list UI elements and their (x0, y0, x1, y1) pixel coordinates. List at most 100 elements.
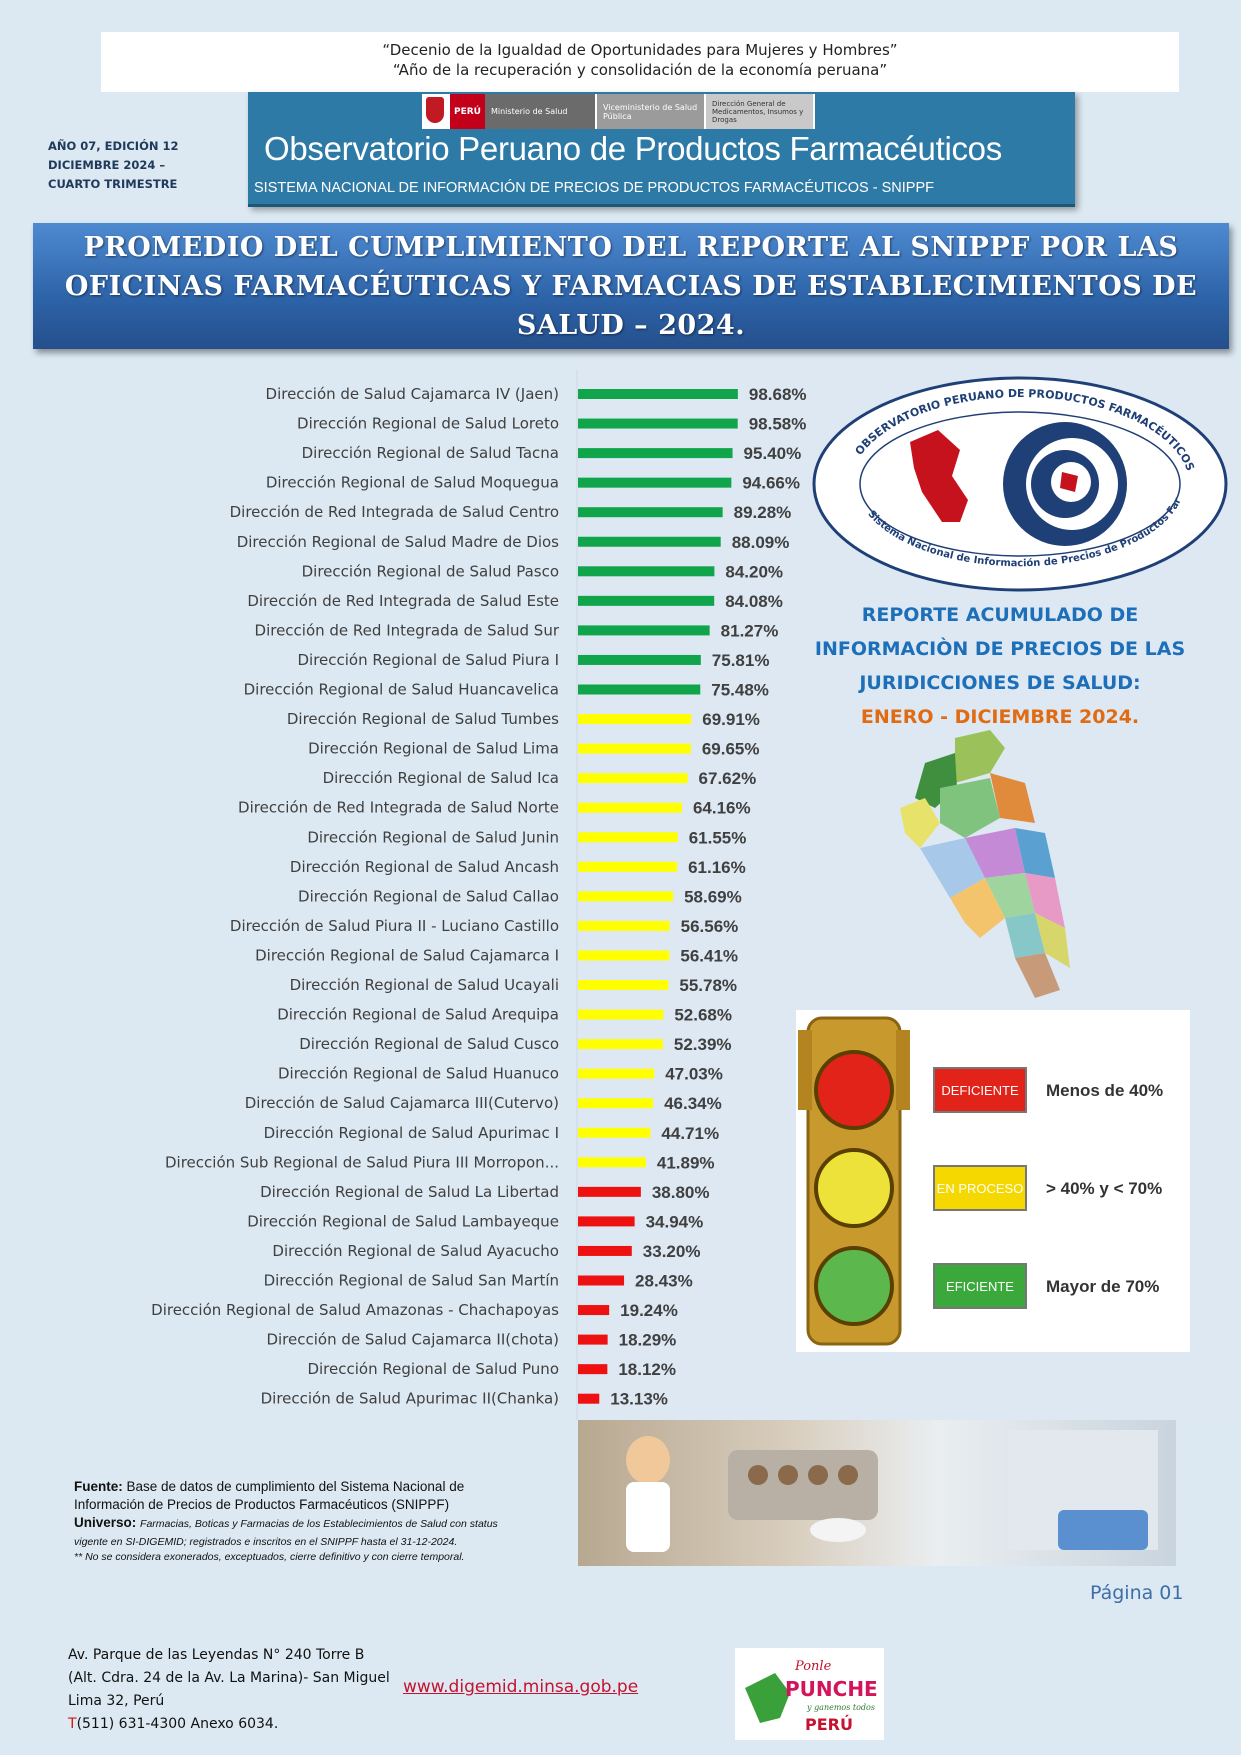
edition-line-2: DICIEMBRE 2024 – (48, 158, 166, 172)
pharmacist-cartoon-icon (626, 1436, 670, 1484)
category-label: Dirección Regional de Salud Piura I (297, 651, 559, 669)
category-label: Dirección de Red Integrada de Salud Cent… (230, 503, 559, 521)
green-light-icon (814, 1246, 894, 1326)
value-label: 41.89% (657, 1153, 715, 1172)
bar (578, 950, 670, 961)
punche-word-2: PUNCHE (785, 1677, 878, 1701)
category-label: Dirección Regional de Salud Huanuco (278, 1065, 559, 1083)
value-label: 56.56% (681, 917, 739, 936)
coat-of-arms-icon (422, 94, 450, 129)
punche-word-1: Ponle (794, 1659, 832, 1674)
universo-block: Universo: Farmacias, Boticas y Farmacias… (74, 1514, 534, 1550)
bar (578, 1127, 651, 1138)
bar (578, 1275, 625, 1286)
value-label: 38.80% (652, 1183, 710, 1202)
report-line-3: JURIDICCIONES DE SALUD: (859, 672, 1141, 694)
category-label: Dirección de Salud Cajamarca II(chota) (266, 1331, 559, 1349)
universo-text: Farmacias, Boticas y Farmacias de los Es… (74, 1518, 498, 1548)
value-label: 52.39% (674, 1035, 732, 1054)
edition-line-1: AÑO 07, EDICIÓN 12 (48, 139, 179, 153)
red-light-icon (814, 1050, 894, 1130)
peru-regions-map (900, 730, 1070, 998)
bar (578, 743, 691, 754)
category-label: Dirección de Salud Piura II - Luciano Ca… (230, 917, 559, 935)
value-label: 67.62% (699, 769, 757, 788)
sources-note: Fuente: Base de datos de cumplimiento de… (74, 1478, 534, 1565)
value-label: 13.13% (610, 1390, 668, 1409)
category-label: Dirección Regional de Salud Tacna (302, 444, 559, 462)
report-date: ENERO - DICIEMBRE 2024. (860, 706, 1140, 728)
legend-tag-box (933, 1263, 1027, 1309)
legend-tag-label: EFICIENTE (946, 1279, 1014, 1294)
peru-label: PERÚ (450, 94, 485, 129)
legend-items: DEFICIENTE Menos de 40% EN PROCESO > 40% y … (933, 1067, 1163, 1309)
category-label: Dirección Regional de Salud Ucayali (290, 976, 559, 994)
website-link[interactable]: www.digemid.minsa.gob.pe (403, 1677, 639, 1697)
bar (578, 1216, 635, 1227)
value-label: 75.48% (711, 681, 769, 700)
bar (578, 566, 715, 577)
traffic-light-legend: DEFICIENTE Menos de 40% EN PROCESO > 40% y … (796, 1010, 1190, 1352)
category-label: Dirección Sub Regional de Salud Piura II… (165, 1153, 559, 1171)
main-title: PROMEDIO DEL CUMPLIMIENTO DEL REPORTE AL… (33, 223, 1229, 349)
bar (578, 1364, 608, 1375)
viceministerio-label: Viceministerio de Salud Pública (596, 94, 706, 129)
category-label: Dirección Regional de Salud Lambayeque (247, 1212, 559, 1230)
category-label: Dirección de Red Integrada de Salud Sur (255, 621, 560, 639)
value-label: 28.43% (635, 1272, 693, 1291)
header-line-2: “Año de la recuperación y consolidación … (392, 61, 888, 79)
value-label: 61.16% (688, 858, 746, 877)
value-label: 84.20% (725, 562, 783, 581)
punche-word-4: PERÚ (805, 1715, 853, 1734)
address-line-1: Av. Parque de las Leyendas N° 240 Torre … (68, 1647, 365, 1663)
value-label: 56.41% (680, 946, 738, 965)
value-label: 81.27% (721, 621, 779, 640)
universo-label: Universo: (74, 1515, 137, 1530)
category-label: Dirección Regional de Salud Puno (307, 1360, 559, 1378)
category-label: Dirección de Salud Apurimac II(Chanka) (261, 1390, 559, 1408)
ministry-logos: PERÚ Ministerio de Salud Viceministerio … (422, 94, 815, 129)
report-line-1: REPORTE ACUMULADO DE (861, 604, 1139, 626)
pill-4 (838, 1465, 858, 1485)
bar (578, 684, 701, 695)
category-label: Dirección Regional de Salud Lima (308, 740, 559, 758)
edition-info: AÑO 07, EDICIÓN 12 DICIEMBRE 2024 – CUAR… (48, 137, 179, 194)
value-label: 69.65% (702, 740, 760, 759)
category-label: Dirección Regional de Salud Ancash (290, 858, 559, 876)
value-label: 33.20% (643, 1242, 701, 1261)
bar (578, 773, 688, 784)
value-label: 34.94% (646, 1212, 704, 1231)
value-label: 46.34% (664, 1094, 722, 1113)
category-label: Dirección Regional de Salud Loreto (297, 415, 559, 433)
report-title: REPORTE ACUMULADO DE INFORMACIÒN DE PREC… (790, 598, 1210, 734)
value-label: 98.58% (749, 415, 807, 434)
legend-tag-box (933, 1165, 1027, 1211)
category-label: Dirección Regional de Salud Cajamarca I (255, 946, 559, 964)
bar (578, 507, 723, 518)
ministerio-label: Ministerio de Salud (484, 94, 597, 129)
category-label: Dirección de Salud Cajamarca III(Cutervo… (245, 1094, 559, 1112)
bar (578, 595, 715, 606)
bar (578, 920, 670, 931)
bar (578, 1305, 610, 1316)
bar (578, 980, 669, 990)
value-label: 55.78% (679, 976, 737, 995)
phone-prefix: T (68, 1716, 77, 1732)
spiral-icon (1003, 422, 1127, 546)
value-label: 94.66% (742, 474, 800, 493)
bar (578, 448, 733, 459)
value-label: 18.12% (618, 1360, 676, 1379)
page-number: Página 01 (1090, 1582, 1184, 1604)
digemid-label: Dirección General de Medicamentos, Insum… (705, 94, 815, 129)
value-label: 19.24% (620, 1301, 678, 1320)
address-phone: T(511) 631-4300 Anexo 6034. (68, 1713, 390, 1736)
legend-range-label: Mayor de 70% (1046, 1277, 1159, 1296)
legend-tag-label: EN PROCESO (937, 1181, 1024, 1196)
bar (578, 1245, 632, 1256)
address-line-3: Lima 32, Perú (68, 1693, 165, 1709)
value-label: 64.16% (693, 799, 751, 818)
category-label: Dirección Regional de Salud Pasco (302, 562, 559, 580)
legend-tag-label: DEFICIENTE (941, 1083, 1019, 1098)
bar (578, 802, 682, 813)
traffic-light-graphic: DEFICIENTE Menos de 40% EN PROCESO > 40% y … (798, 1016, 1163, 1346)
